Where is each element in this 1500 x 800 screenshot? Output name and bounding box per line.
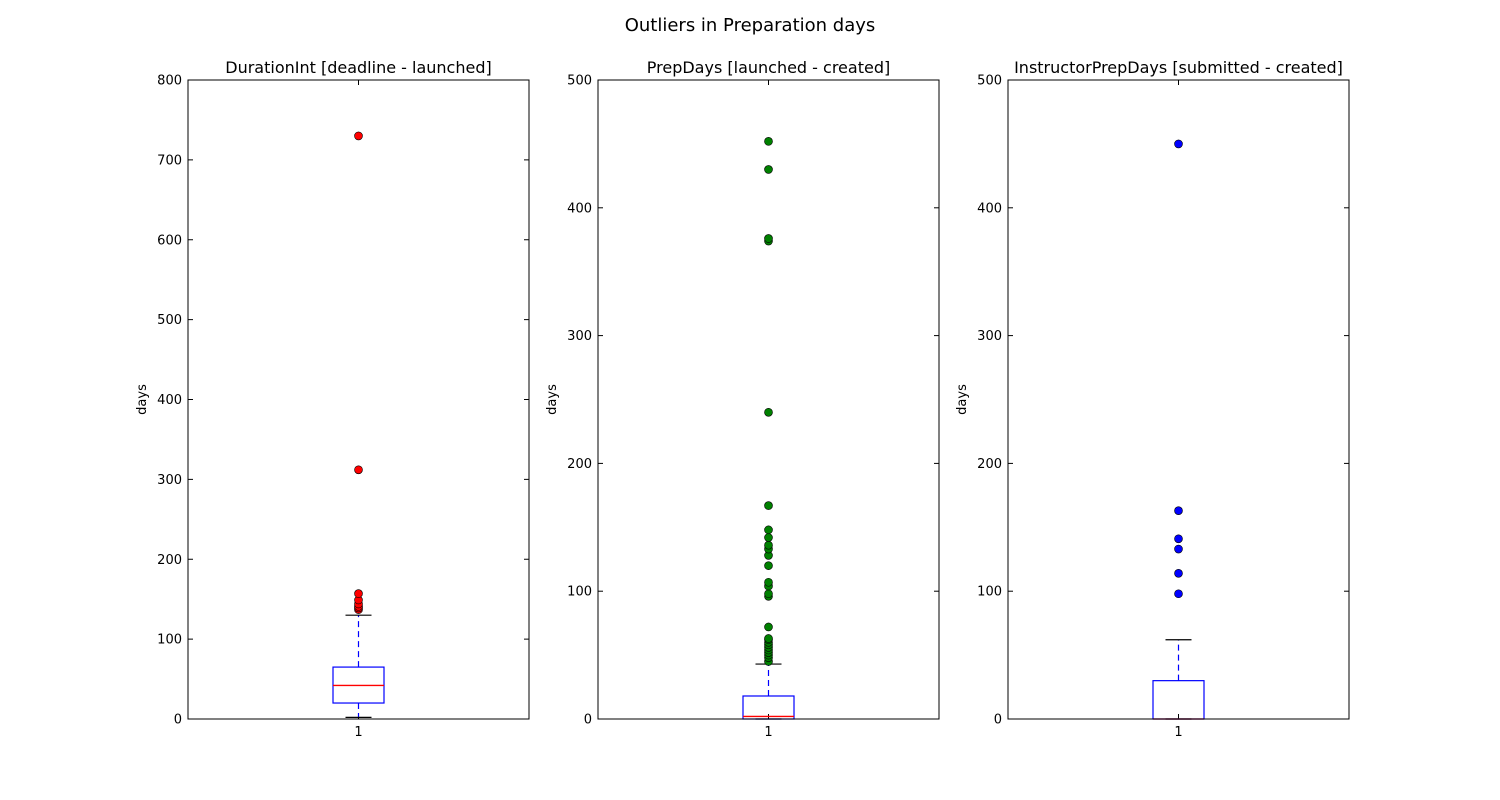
- y-axis-label: days: [955, 384, 970, 415]
- outlier-point: [764, 137, 773, 146]
- subplot-1: DurationInt [deadline - launched] days 0 10…: [135, 58, 530, 740]
- outlier-point: [764, 165, 773, 174]
- x-tick-label: 1: [1174, 725, 1182, 740]
- x-tick-label: 1: [354, 725, 362, 740]
- x-tick-label: 1: [764, 725, 772, 740]
- outlier-point: [764, 622, 773, 632]
- y-tick-label: 200: [157, 553, 182, 568]
- y-tick-label: 600: [157, 233, 182, 248]
- y-tick-label: 500: [567, 74, 592, 89]
- outlier-point: [764, 234, 773, 243]
- y-tick-label: 0: [584, 713, 592, 728]
- subplot-title: PrepDays [launched - created]: [647, 58, 890, 77]
- outlier-point: [764, 407, 773, 417]
- subplot-2: PrepDays [launched - created] days 0 100 200…: [545, 58, 940, 740]
- outlier-point: [764, 533, 773, 542]
- outlier-point: [764, 561, 773, 570]
- outlier-point: [354, 131, 363, 141]
- axes-frame: [597, 79, 940, 720]
- y-tick-label: 100: [567, 585, 592, 600]
- y-tick-label: 400: [567, 201, 592, 216]
- axes-frame: [1007, 79, 1350, 720]
- y-axis-label: days: [135, 384, 150, 415]
- outlier-point: [764, 634, 773, 643]
- y-tick-label: 0: [174, 713, 182, 728]
- figure-suptitle: Outliers in Preparation days: [625, 15, 876, 36]
- outlier-point: [1174, 506, 1183, 515]
- y-tick-label: 200: [977, 457, 1002, 472]
- y-tick-label: 500: [977, 74, 1002, 89]
- outlier-point: [764, 525, 773, 535]
- axes-frame: [187, 79, 530, 720]
- outlier-point: [764, 577, 773, 587]
- outlier-point: [1174, 544, 1183, 554]
- outlier-point: [1174, 139, 1183, 149]
- outlier-point: [1174, 534, 1183, 544]
- y-tick-label: 100: [977, 585, 1002, 600]
- y-tick-label: 700: [157, 153, 182, 168]
- y-tick-label: 400: [157, 393, 182, 408]
- outlier-point: [1174, 569, 1183, 578]
- outlier-point: [1174, 589, 1183, 599]
- y-tick-label: 0: [994, 713, 1002, 728]
- outlier-point: [764, 501, 773, 510]
- outlier-point: [354, 465, 363, 475]
- y-tick-label: 300: [157, 473, 182, 488]
- y-tick-label: 300: [567, 329, 592, 344]
- subplots: DurationInt [deadline - launched]days010…: [135, 58, 1350, 740]
- y-tick-label: 400: [977, 201, 1002, 216]
- outlier-point: [764, 540, 773, 550]
- y-tick-label: 800: [157, 74, 182, 89]
- outlier-point: [354, 589, 363, 598]
- outlier-point: [764, 589, 773, 599]
- iqr-box: [1152, 680, 1205, 720]
- y-axis-label: days: [545, 384, 560, 415]
- subplot-3: InstructorPrepDays [submitted - created]…: [955, 58, 1350, 740]
- y-tick-label: 500: [157, 313, 182, 328]
- y-tick-label: 200: [567, 457, 592, 472]
- subplot-title: InstructorPrepDays [submitted - created]: [1014, 58, 1343, 77]
- y-tick-label: 300: [977, 329, 1002, 344]
- subplot-title: DurationInt [deadline - launched]: [225, 58, 491, 77]
- y-tick-label: 100: [157, 633, 182, 648]
